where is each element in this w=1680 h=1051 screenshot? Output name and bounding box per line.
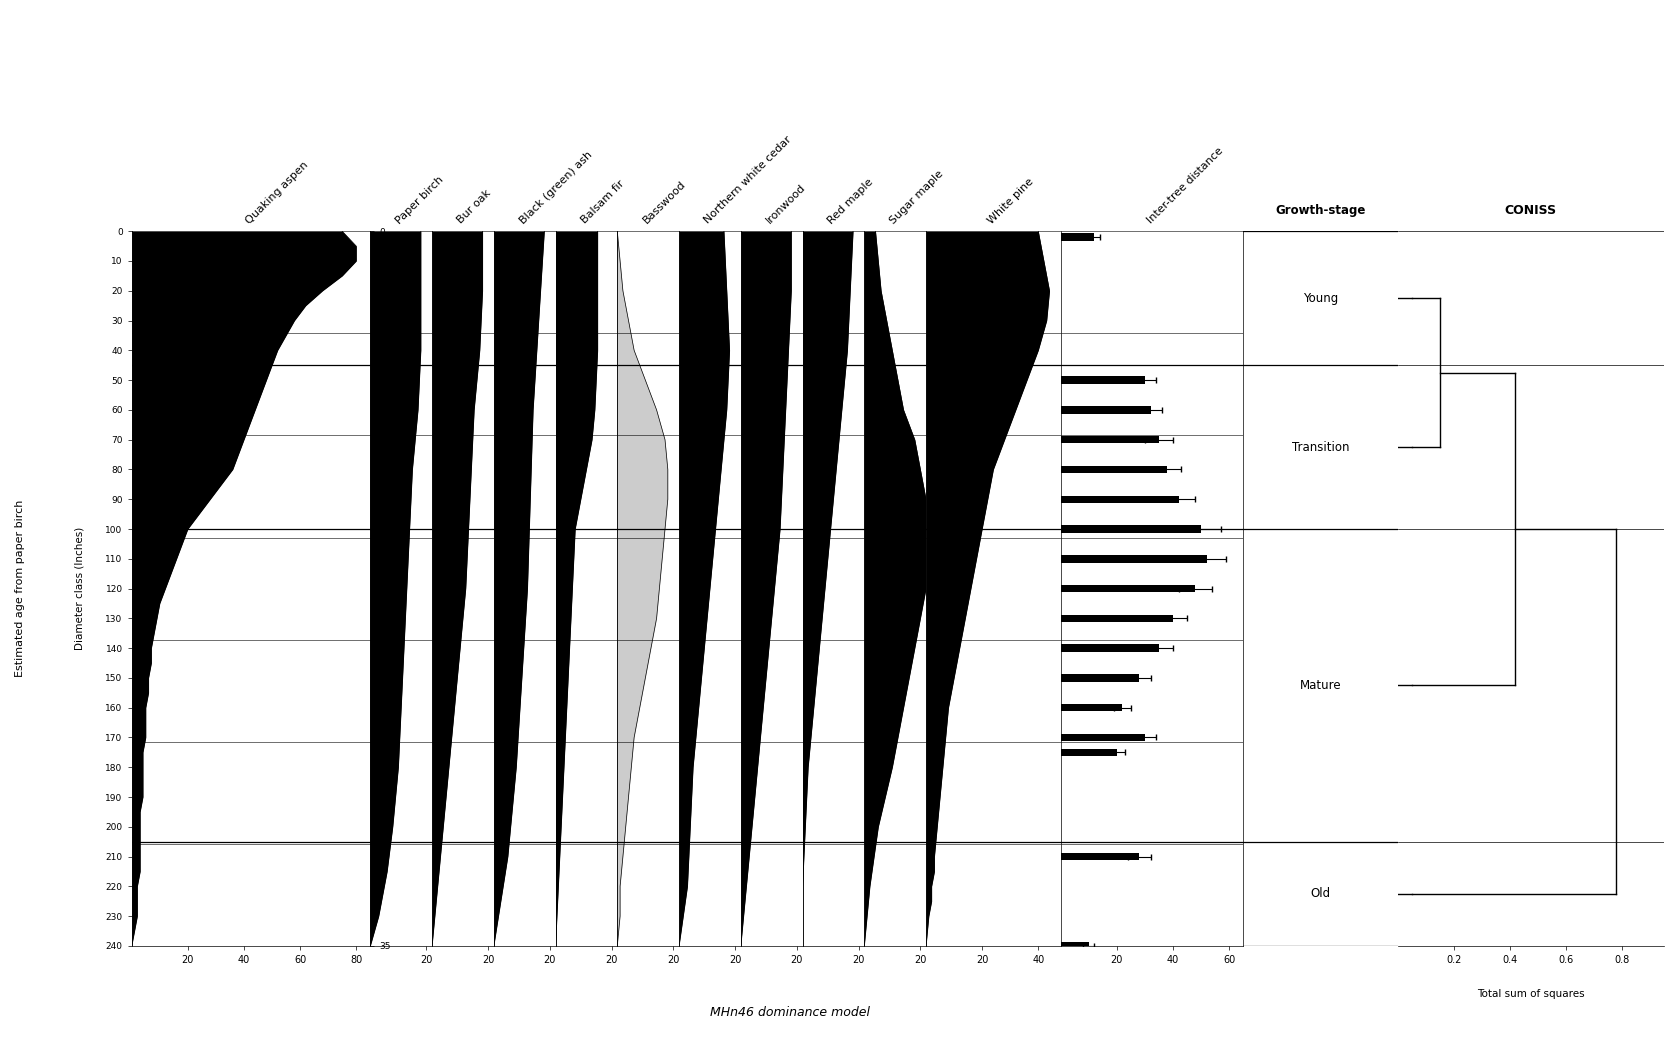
Text: Young: Young xyxy=(1302,292,1337,305)
Text: Ironwood: Ironwood xyxy=(764,183,808,226)
Bar xyxy=(1060,526,1201,533)
Bar xyxy=(1060,555,1206,562)
Bar xyxy=(1060,704,1122,712)
Bar xyxy=(1060,748,1116,756)
Text: Sugar maple: Sugar maple xyxy=(887,168,944,226)
Bar xyxy=(1060,376,1144,384)
Text: Transition: Transition xyxy=(1290,440,1349,454)
Text: Black (green) ash: Black (green) ash xyxy=(517,149,593,226)
Bar xyxy=(1060,674,1139,682)
Bar xyxy=(1060,584,1194,593)
Text: Growth-stage: Growth-stage xyxy=(1275,204,1364,217)
Text: Mature: Mature xyxy=(1299,679,1341,692)
Text: Northern white cedar: Northern white cedar xyxy=(702,135,793,226)
Text: Bur oak: Bur oak xyxy=(455,188,492,226)
Bar xyxy=(1060,495,1178,503)
Bar xyxy=(1060,466,1166,473)
Bar xyxy=(1060,436,1158,444)
Text: Inter-tree distance: Inter-tree distance xyxy=(1144,146,1225,226)
Bar xyxy=(1060,233,1094,241)
Text: White pine: White pine xyxy=(986,177,1035,226)
Text: Basswood: Basswood xyxy=(640,179,687,226)
Bar xyxy=(1060,852,1139,861)
Bar xyxy=(1060,942,1089,950)
Bar xyxy=(1060,615,1173,622)
Bar xyxy=(1060,406,1149,414)
Text: CONISS: CONISS xyxy=(1504,204,1556,217)
Text: Old: Old xyxy=(1309,887,1329,901)
Text: Diameter class (Inches): Diameter class (Inches) xyxy=(74,527,84,651)
Text: Paper birch: Paper birch xyxy=(393,174,445,226)
Text: Balsam fir: Balsam fir xyxy=(580,179,627,226)
Text: Quaking aspen: Quaking aspen xyxy=(244,160,311,226)
Bar xyxy=(1060,644,1158,652)
Text: Estimated age from paper birch: Estimated age from paper birch xyxy=(15,500,25,677)
Bar xyxy=(1060,734,1144,741)
Text: Total sum of squares: Total sum of squares xyxy=(1477,989,1584,998)
Text: MHn46 dominance model: MHn46 dominance model xyxy=(709,1007,870,1019)
Text: Red maple: Red maple xyxy=(827,177,875,226)
